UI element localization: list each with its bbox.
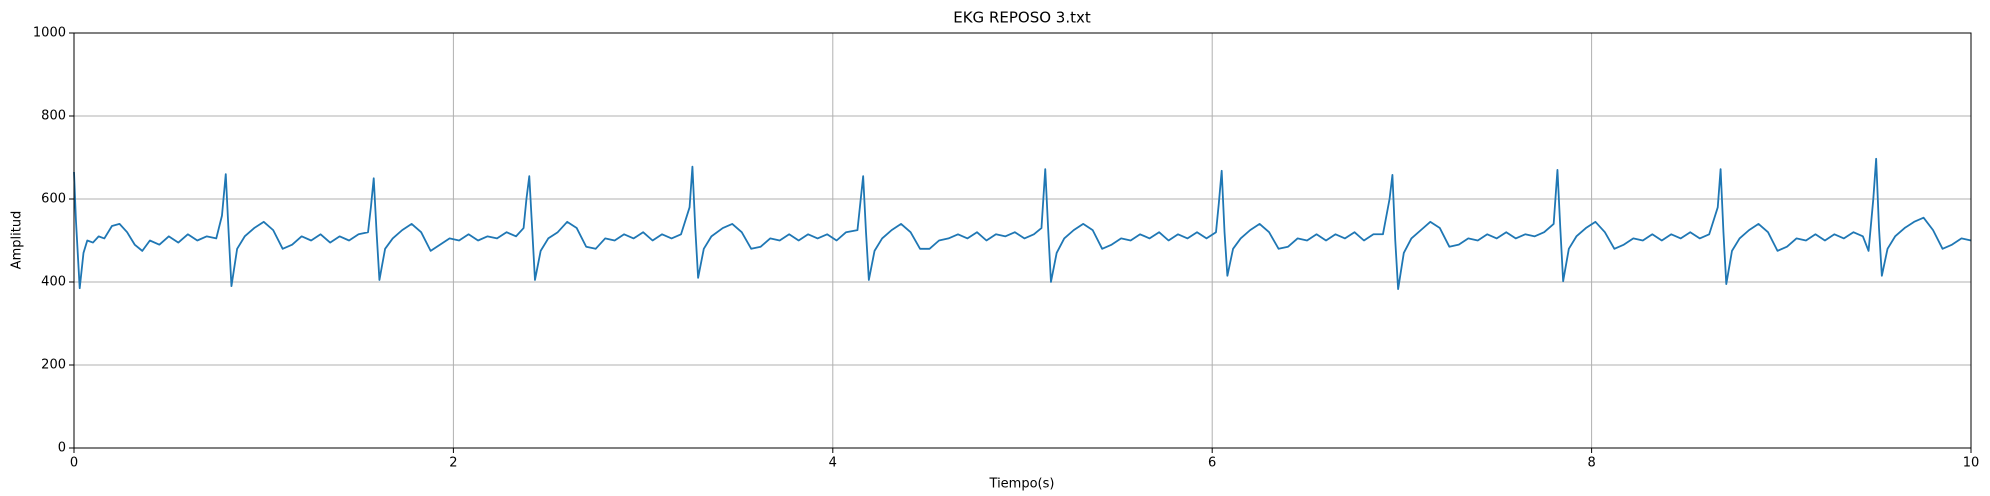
y-tick-label: 800 xyxy=(41,109,66,124)
x-tick-label: 8 xyxy=(1587,456,1595,471)
x-tick-label: 0 xyxy=(70,456,78,471)
y-axis-label: Amplitud xyxy=(10,211,25,270)
y-tick-label: 600 xyxy=(41,192,66,207)
y-tick-label: 0 xyxy=(58,441,66,456)
y-tick-label: 400 xyxy=(41,275,66,290)
x-tick-label: 4 xyxy=(829,456,837,471)
line xyxy=(73,157,1972,290)
y-tick-label: 1000 xyxy=(33,26,66,41)
x-tick-label: 2 xyxy=(449,456,457,471)
x-tick-label: 10 xyxy=(1963,456,1980,471)
y-tick-label: 200 xyxy=(41,358,66,373)
chart-title: EKG REPOSO 3.txt xyxy=(953,9,1091,27)
x-tick-label: 6 xyxy=(1208,456,1216,471)
x-axis-label: Tiempo(s) xyxy=(989,477,1055,492)
plot-frame xyxy=(73,32,1972,449)
